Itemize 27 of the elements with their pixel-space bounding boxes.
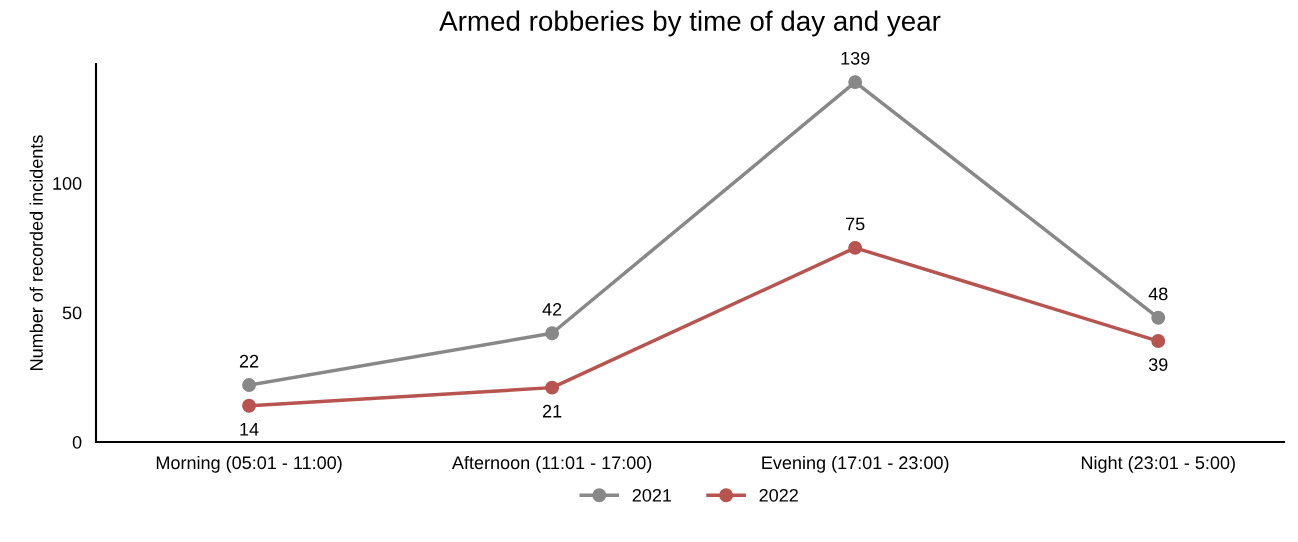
- data-label: 75: [846, 217, 865, 231]
- x-tick-label: Afternoon (11:01 - 17:00): [451, 455, 652, 473]
- point: [545, 380, 560, 395]
- data-label: 139: [841, 51, 870, 65]
- data-label: 39: [1148, 358, 1168, 371]
- x-tick-label: Night (23:01 - 5:00): [1081, 455, 1235, 473]
- x-tick-label: Evening (17:01 - 23:00): [762, 455, 949, 473]
- data-label: 22: [239, 354, 259, 368]
- chart-title: Armed robberies by time of day and year: [439, 10, 941, 37]
- legend-label: 2021: [632, 488, 672, 502]
- point: [1151, 310, 1166, 325]
- point: [242, 398, 256, 413]
- data-label: 21: [542, 404, 562, 418]
- point: [848, 75, 863, 90]
- data-label: 42: [542, 303, 562, 316]
- x-tick-label: Morning (05:01 - 11:00): [156, 455, 342, 473]
- point: [1151, 334, 1166, 348]
- y-tick-label: 0: [72, 435, 82, 449]
- y-tick-label: 100: [53, 177, 82, 190]
- point: [545, 326, 560, 341]
- y-tick-label: 50: [62, 306, 82, 320]
- data-label: 48: [1148, 287, 1168, 301]
- y-axis-title: Number of recorded incidents: [29, 135, 43, 370]
- point: [242, 378, 256, 392]
- legend-label: 2022: [759, 488, 798, 502]
- data-label: 14: [240, 423, 259, 436]
- point: [848, 240, 863, 255]
